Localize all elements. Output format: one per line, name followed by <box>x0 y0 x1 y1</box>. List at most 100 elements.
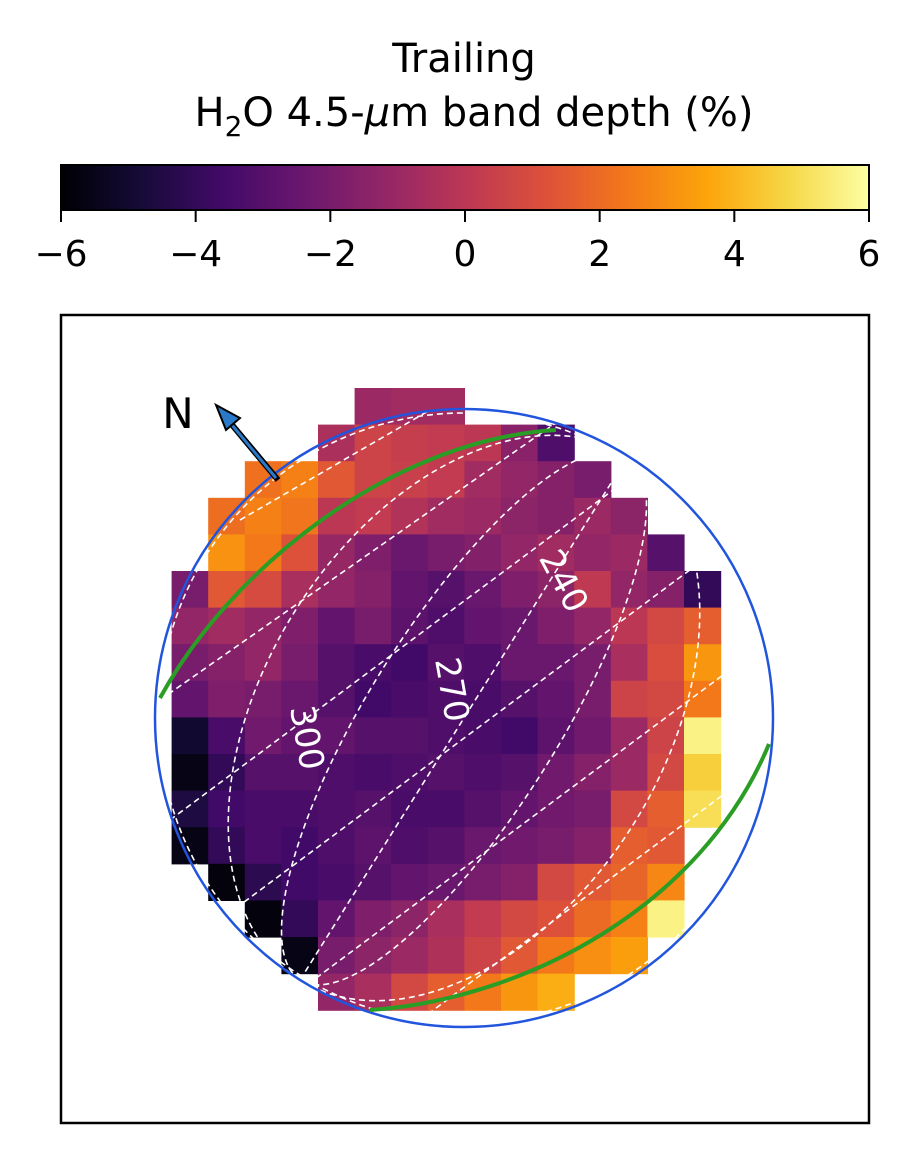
heatmap-pixel <box>244 863 282 901</box>
heatmap-pixel <box>684 644 722 682</box>
heatmap-pixel <box>574 827 612 865</box>
heatmap-pixel <box>244 497 282 535</box>
heatmap-pixel <box>501 790 539 828</box>
heatmap-pixel <box>647 680 685 718</box>
heatmap-pixel <box>427 497 465 535</box>
heatmap-pixel <box>501 644 539 682</box>
heatmap-pixel <box>391 644 429 682</box>
heatmap-pixel <box>171 717 209 755</box>
heatmap-pixel <box>647 717 685 755</box>
heatmap-pixel <box>391 388 429 426</box>
heatmap-pixel <box>684 717 722 755</box>
heatmap-pixel <box>318 790 356 828</box>
heatmap-pixel <box>354 534 392 572</box>
heatmap-pixel <box>684 571 722 609</box>
heatmap-pixel <box>537 717 575 755</box>
heatmap-pixel <box>244 900 282 938</box>
heatmap-pixel <box>427 571 465 609</box>
heatmap-pixel <box>208 680 246 718</box>
limb-dashed <box>158 412 770 1024</box>
heatmap-pixel <box>610 680 648 718</box>
heatmap-pixel <box>537 863 575 901</box>
heatmap-pixel <box>647 571 685 609</box>
heatmap-pixel <box>464 937 502 975</box>
heatmap-pixel <box>427 534 465 572</box>
latitude-line <box>299 639 771 991</box>
heatmap-pixel <box>427 754 465 792</box>
heatmap-pixel <box>610 717 648 755</box>
chart-title: Trailing <box>391 36 536 82</box>
heatmap-pixel <box>537 461 575 499</box>
heatmap-pixel <box>501 534 539 572</box>
heatmap-pixel <box>647 754 685 792</box>
heatmap-pixel <box>318 937 356 975</box>
heatmap-pixel <box>244 571 282 609</box>
heatmap-pixel <box>281 790 319 828</box>
heatmap-pixel <box>574 644 612 682</box>
heatmap-pixel <box>281 497 319 535</box>
heatmap-pixel <box>281 900 319 938</box>
heatmap-pixel <box>244 827 282 865</box>
heatmap-pixel <box>354 900 392 938</box>
heatmap-pixel <box>354 680 392 718</box>
heatmap-pixel <box>354 571 392 609</box>
heatmap-pixel <box>391 900 429 938</box>
heatmap-pixel <box>537 607 575 645</box>
heatmap-pixel <box>537 497 575 535</box>
heatmap-pixel <box>574 497 612 535</box>
heatmap-pixel <box>391 534 429 572</box>
heatmap-pixel <box>208 607 246 645</box>
heatmap-pixel <box>281 534 319 572</box>
heatmap-pixel <box>684 754 722 792</box>
heatmap-pixel <box>208 717 246 755</box>
heatmap-pixel <box>574 571 612 609</box>
heatmap-pixel <box>464 607 502 645</box>
heatmap-pixel <box>464 900 502 938</box>
heatmap-pixel <box>501 680 539 718</box>
heatmap-pixel <box>354 497 392 535</box>
heatmap-pixel <box>464 827 502 865</box>
heatmap-pixel <box>318 461 356 499</box>
heatmap-pixel <box>537 754 575 792</box>
heatmap-pixel <box>354 937 392 975</box>
heatmap-pixel <box>281 754 319 792</box>
heatmap-pixel <box>427 680 465 718</box>
heatmap-pixel <box>391 790 429 828</box>
heatmap-pixel <box>537 644 575 682</box>
heatmap-pixel <box>610 863 648 901</box>
heatmap-pixel <box>610 827 648 865</box>
heatmap-pixel <box>244 790 282 828</box>
heatmap-pixel <box>427 644 465 682</box>
heatmap-pixel <box>537 534 575 572</box>
heatmap-pixel <box>464 461 502 499</box>
heatmap-pixel <box>537 680 575 718</box>
band-depth-pixels <box>171 388 722 1011</box>
heatmap-pixel <box>574 607 612 645</box>
heatmap-pixel <box>501 754 539 792</box>
heatmap-pixel <box>318 717 356 755</box>
latitude-line <box>169 469 641 821</box>
colorbar-tick-label: 4 <box>723 234 746 275</box>
heatmap-pixel <box>244 717 282 755</box>
heatmap-pixel <box>281 937 319 975</box>
latitude-line <box>419 759 771 1021</box>
heatmap-pixel <box>354 717 392 755</box>
heatmap-pixel <box>354 790 392 828</box>
heatmap-pixel <box>281 827 319 865</box>
heatmap-pixel <box>684 680 722 718</box>
heatmap-pixel <box>610 534 648 572</box>
longitude-line-center <box>299 455 629 981</box>
heatmap-pixel <box>391 717 429 755</box>
colorbar-tick-label: −6 <box>34 234 87 275</box>
heatmap-pixel <box>208 497 246 535</box>
latitude-line <box>219 539 731 921</box>
heatmap-pixel <box>318 900 356 938</box>
heatmap-pixel <box>391 607 429 645</box>
heatmap-pixel <box>171 680 209 718</box>
colorbar-tick-label: −4 <box>169 234 222 275</box>
heatmap-pixel <box>318 754 356 792</box>
heatmap-pixel <box>537 973 575 1011</box>
heatmap-pixel <box>610 790 648 828</box>
heatmap-pixel <box>610 644 648 682</box>
